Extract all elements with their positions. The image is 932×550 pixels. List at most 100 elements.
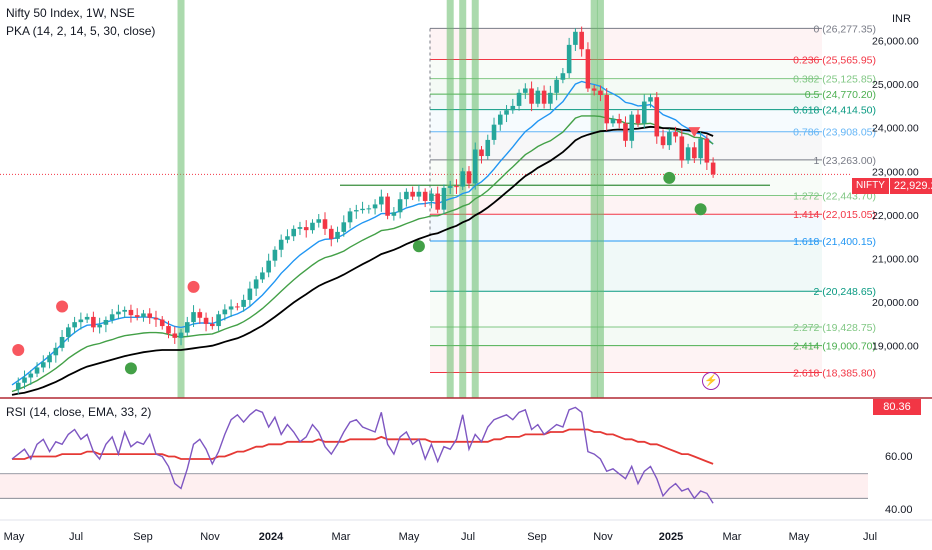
fib-zone [430, 78, 822, 95]
candle-body [241, 299, 246, 307]
candle-body [322, 219, 328, 229]
candle-body [435, 193, 440, 210]
candle-body [641, 101, 647, 124]
rsi-band [0, 473, 868, 499]
fib-label: 2.272 (19,428.75) [793, 322, 876, 334]
candle-body [253, 279, 259, 289]
x-tick-label: Mar [332, 531, 351, 543]
signal-marker [187, 280, 200, 293]
y-tick-label: 24,000.00 [872, 123, 919, 135]
fib-zone [430, 214, 822, 242]
candle-body [272, 249, 278, 261]
candle-body [698, 138, 703, 159]
rsi-line [11, 406, 714, 504]
candle-body [466, 171, 472, 184]
x-tick-label: May [399, 531, 420, 543]
candle-body [366, 208, 372, 210]
candle-body [247, 288, 253, 300]
candle-body [278, 239, 284, 250]
fib-label: 0.786 (23,908.05) [793, 127, 876, 139]
candle-body [598, 90, 603, 96]
candle-body [679, 136, 685, 161]
candle-body [566, 44, 572, 74]
fib-label: 2 (20,248.65) [814, 286, 876, 298]
candle-body [648, 97, 653, 102]
candle-body [59, 336, 65, 348]
price-badge: NIFTY 22,929.25 [852, 178, 932, 194]
x-tick-label: Nov [593, 531, 613, 543]
indicator-label[interactable]: PKA (14, 2, 14, 5, 30, close) [6, 24, 156, 38]
candle-body [429, 193, 434, 201]
candle-body [510, 105, 516, 111]
candle-body [416, 191, 422, 197]
candle-body [673, 132, 678, 137]
candle-body [516, 92, 522, 106]
fib-zone [430, 345, 822, 373]
candle-body [103, 319, 109, 325]
highlight-bar [590, 0, 598, 398]
candle-body [34, 367, 40, 374]
candle-body [235, 306, 240, 308]
lightning-icon[interactable]: ⚡ [702, 372, 720, 390]
fib-label: 0.618 (24,414.50) [793, 105, 876, 117]
signal-marker [12, 344, 25, 357]
candle-body [297, 227, 303, 229]
rsi-title[interactable]: RSI (14, close, EMA, 33, 2) [6, 405, 152, 419]
signal-markers [12, 127, 707, 375]
candle-body [216, 314, 221, 327]
sell-triangle-marker [688, 127, 701, 138]
candle-body [447, 186, 453, 188]
candle-body [560, 73, 566, 80]
candle-body [228, 306, 234, 310]
fib-zone [430, 326, 822, 346]
candle-body [692, 147, 697, 159]
candle-body [147, 313, 153, 318]
candle-body [397, 199, 403, 213]
rsi-badge: 80.36 [873, 399, 921, 415]
candle-body [422, 191, 428, 201]
candle-body [328, 228, 334, 239]
candle-body [485, 139, 491, 157]
ema-black-line [11, 125, 714, 396]
candle-body [585, 49, 591, 89]
signal-marker [124, 362, 137, 375]
candle-body [197, 312, 203, 318]
candle-body [84, 316, 90, 320]
candle-body [535, 90, 541, 104]
signal-marker [663, 171, 676, 184]
candle-body [41, 362, 46, 368]
fib-zone [430, 241, 822, 292]
y-tick-label: 19,000.00 [872, 341, 919, 353]
candle-body [610, 118, 616, 124]
candle-body [53, 347, 59, 356]
y-tick-label: 20,000.00 [872, 297, 919, 309]
y-tick-label: 23,000.00 [872, 166, 919, 178]
candle-body [310, 222, 315, 231]
price-badge-value: 22,929.25 [889, 178, 932, 194]
candle-body [66, 327, 71, 337]
candle-body [172, 333, 178, 338]
candle-body [354, 210, 359, 212]
candle-body [541, 90, 547, 104]
candle-body [410, 191, 415, 197]
fib-label: 2.618 (18,385.80) [793, 367, 876, 379]
candle-body [529, 88, 534, 104]
candle-body [554, 79, 559, 93]
candle-body [122, 309, 127, 312]
x-tick-label: Jul [69, 531, 83, 543]
fib-label: 1.414 (22,015.05) [793, 209, 876, 221]
candle-body [347, 211, 353, 223]
candle-body [178, 332, 184, 338]
candle-body [623, 123, 628, 141]
candle-body [667, 132, 672, 146]
candle-body [184, 322, 190, 333]
candle-body [635, 114, 641, 124]
signal-marker [694, 203, 707, 216]
candle-body [591, 88, 597, 91]
fib-label: 0.5 (24,770.20) [805, 89, 876, 101]
candle-body [385, 196, 390, 216]
fib-zone [430, 291, 822, 327]
candle-body [128, 309, 134, 316]
x-tick-label: 2025 [659, 531, 683, 543]
